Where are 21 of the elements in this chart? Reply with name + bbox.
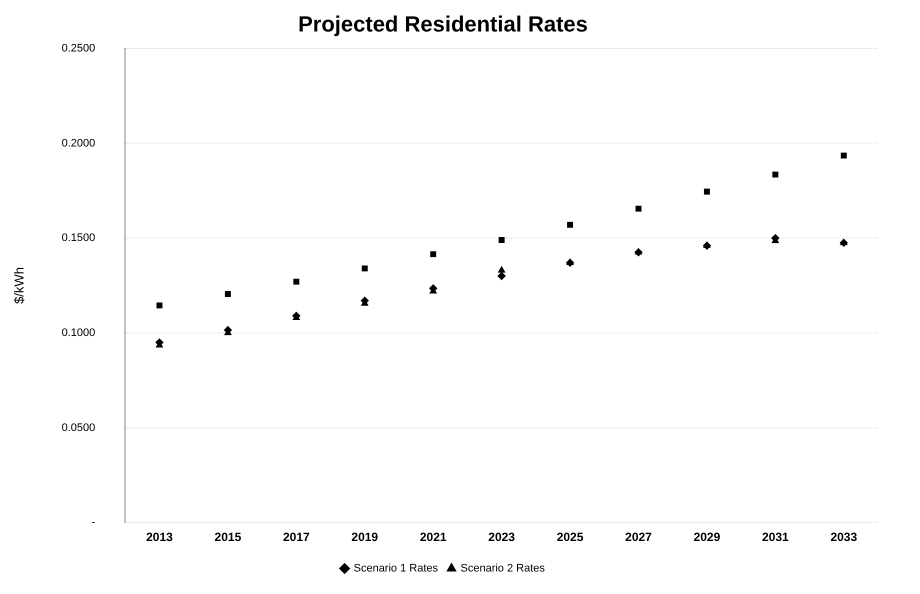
y-tick-label: 0.1500 (62, 232, 96, 244)
x-tick-label: 2019 (351, 530, 378, 544)
x-tick-label: 2027 (625, 530, 652, 544)
y-tick-label: 0.2500 (62, 42, 96, 54)
x-tick-label: 2025 (556, 530, 584, 544)
chart-title: Projected Residential Rates (298, 11, 588, 36)
legend-label: Scenario 1 Rates (354, 562, 438, 575)
y-tick-label: - (92, 516, 96, 529)
x-tick-label: 2029 (694, 530, 721, 544)
x-tick-label: 2033 (830, 530, 858, 544)
x-tick-label: 2015 (214, 530, 242, 544)
y-tick-label: 0.2000 (62, 137, 96, 150)
legend-label: Scenario 2 Rates (460, 562, 546, 575)
x-tick-label: 2031 (762, 530, 790, 544)
x-tick-label: 2023 (488, 530, 516, 544)
y-tick-label: 0.0500 (62, 422, 96, 434)
x-tick-label: 2021 (420, 530, 447, 544)
y-axis-title: $/kWh (11, 267, 26, 304)
x-tick-label: 2017 (282, 530, 310, 544)
x-tick-label: 2013 (146, 530, 174, 544)
y-tick-label: 0.1000 (62, 326, 96, 339)
